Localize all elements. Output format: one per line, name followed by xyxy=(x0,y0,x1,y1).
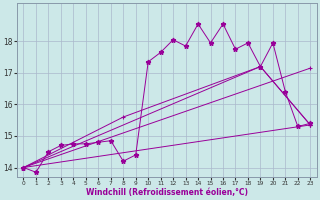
X-axis label: Windchill (Refroidissement éolien,°C): Windchill (Refroidissement éolien,°C) xyxy=(86,188,248,197)
